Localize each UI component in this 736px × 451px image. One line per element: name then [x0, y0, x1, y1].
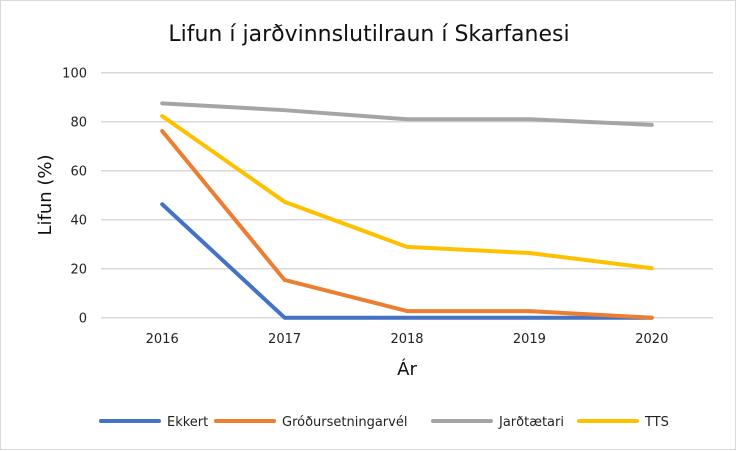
y-tick-label: 20 — [70, 263, 87, 278]
x-tick-label: 2019 — [513, 332, 546, 347]
y-tick-label: 100 — [62, 67, 87, 82]
y-axis-label: Lifun (%) — [35, 154, 56, 235]
x-tick-label: 2020 — [635, 332, 668, 347]
legend-label: Jarðtætari — [498, 415, 564, 430]
x-axis-label: Ár — [397, 358, 417, 380]
legend-label: Ekkert — [167, 415, 208, 430]
series-line-jarðtætari — [160, 101, 654, 127]
series-line-gróðursetningarvél — [160, 129, 654, 320]
legend-label: TTS — [644, 415, 669, 430]
legend-item: Ekkert — [99, 415, 208, 430]
x-tick-label: 2018 — [390, 332, 423, 347]
legend-item: Jarðtætari — [431, 415, 564, 430]
x-tick-label: 2017 — [268, 332, 301, 347]
series-line-tts — [160, 114, 654, 271]
x-tick-label: 2016 — [146, 332, 179, 347]
legend-label: Gróðursetningarvél — [282, 415, 407, 430]
chart-title: Lifun í jarðvinnslutilraun í Skarfanesi — [168, 22, 569, 47]
y-tick-label: 0 — [79, 312, 87, 327]
legend-item: Gróðursetningarvél — [214, 415, 407, 430]
y-tick-label: 40 — [70, 214, 87, 229]
series-line-ekkert — [160, 202, 654, 320]
y-tick-label: 80 — [70, 116, 87, 131]
y-tick-label: 60 — [70, 165, 87, 180]
legend-item: TTS — [577, 415, 669, 430]
